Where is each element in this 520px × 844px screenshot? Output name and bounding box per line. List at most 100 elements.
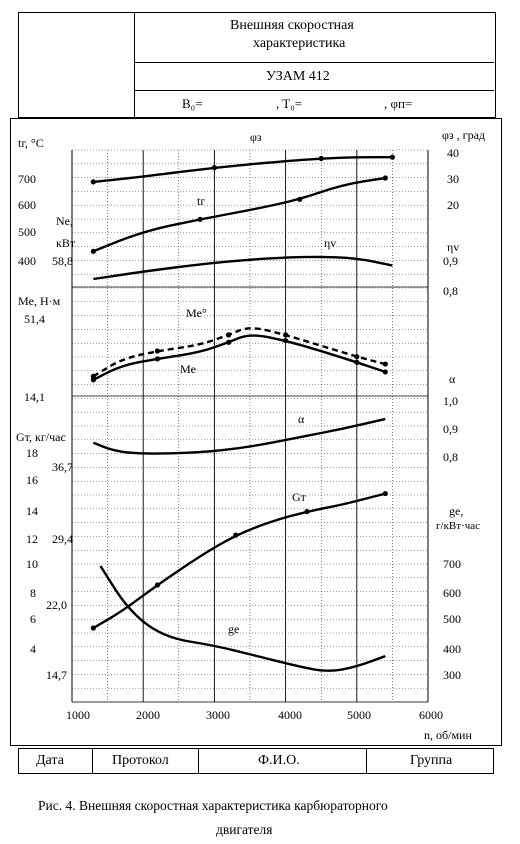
curve-me-point xyxy=(154,356,161,362)
curve-tg-point xyxy=(382,175,388,181)
footer-fio: Ф.И.О. xyxy=(258,753,300,768)
curve-me-point xyxy=(283,337,289,344)
tick-x-2000: 2000 xyxy=(136,708,160,722)
curve-tg xyxy=(92,176,386,253)
curve-me xyxy=(92,334,386,381)
tick-alpha-0-8: 0,8 xyxy=(443,450,458,464)
footer-sep-3 xyxy=(366,748,367,774)
series-label-alpha: α xyxy=(298,412,305,426)
header-model: УЗАМ 412 xyxy=(266,69,330,84)
axis-label-phi: φз , град xyxy=(442,128,486,142)
header-box xyxy=(18,12,496,118)
caption-line1: Рис. 4. Внешняя скоростная характеристик… xyxy=(38,798,388,813)
axis-label-ge-unit: г/кВт·час xyxy=(436,520,481,532)
footer-box xyxy=(18,748,494,774)
curve-alpha xyxy=(92,417,386,455)
tick-tg-400: 400 xyxy=(18,254,36,268)
tick-x-4000: 4000 xyxy=(278,708,302,722)
curve-me0-point xyxy=(382,361,388,367)
curve-gt-point xyxy=(154,582,161,588)
series-label-me0: Mе° xyxy=(186,306,207,320)
caption-line2: двигателя xyxy=(216,822,273,837)
curve-me0-point xyxy=(154,348,161,354)
tick-gt-10: 10 xyxy=(26,557,38,571)
curve-tg-point xyxy=(90,248,96,254)
axis-label-ne: Nе, xyxy=(56,214,73,228)
tick-x-1000: 1000 xyxy=(66,708,90,722)
curve-me0-point xyxy=(226,332,232,338)
tick-eta-0-8: 0,8 xyxy=(443,284,458,298)
tick-gt-12: 12 xyxy=(26,532,38,546)
curve-gt-point xyxy=(233,532,239,538)
tick-ge-400: 400 xyxy=(443,642,461,656)
chart-grid xyxy=(71,149,429,703)
series-label-me: Mе xyxy=(180,362,196,376)
tick-tg-600: 600 xyxy=(18,198,36,212)
tick-gt-4: 4 xyxy=(30,642,36,656)
param-t0: , T₀= xyxy=(276,96,303,111)
axis-label-ge: gе, xyxy=(449,504,464,518)
curve-phi-point xyxy=(211,165,217,171)
header-divider-1 xyxy=(134,62,494,63)
footer-sep-1 xyxy=(92,748,93,774)
curve-phi-point xyxy=(389,154,395,160)
curve-phi-point xyxy=(90,179,96,185)
header-divider-vertical xyxy=(134,12,135,117)
tick-phi-40: 40 xyxy=(447,146,459,160)
param-b0: B₀= xyxy=(182,96,203,111)
curve-me-point xyxy=(382,369,388,375)
header-divider-2 xyxy=(134,90,494,91)
tick-x-3000: 3000 xyxy=(206,708,230,722)
axis-label-ne-unit: кВт xyxy=(56,236,76,250)
tick-alpha-1-0: 1,0 xyxy=(443,394,458,408)
series-label-tg: tг xyxy=(197,194,206,208)
tick-me-14-1: 14,1 xyxy=(24,390,45,404)
tick-ne2-29-4: 29,4 xyxy=(52,532,73,546)
tick-gt-8: 8 xyxy=(30,586,36,600)
curve-me-point xyxy=(354,359,360,365)
curve-phi xyxy=(93,156,393,184)
tick-ge-300: 300 xyxy=(443,668,461,682)
param-phi: , φп= xyxy=(384,96,413,111)
axis-label-x: n, об/мин xyxy=(424,728,472,742)
tick-ne2-22-0: 22,0 xyxy=(46,598,67,612)
curve-phi-point xyxy=(318,155,324,162)
tick-gt-18: 18 xyxy=(26,446,38,460)
series-label-gt: Gт xyxy=(292,490,306,504)
series-label-ge: gе xyxy=(228,622,240,636)
curve-me-point xyxy=(90,377,96,383)
curve-me0-point xyxy=(283,332,289,338)
tick-gt-16: 16 xyxy=(26,473,38,487)
tick-ne2-36-7: 36,7 xyxy=(52,460,73,474)
axis-label-eta: ηv xyxy=(447,240,460,254)
curve-ge xyxy=(99,565,386,672)
tick-gt-6: 6 xyxy=(30,612,36,626)
curve-tg-point xyxy=(197,216,203,222)
tick-phi-30: 30 xyxy=(447,172,459,186)
curve-gt-point xyxy=(90,625,96,631)
curve-gt xyxy=(92,492,386,630)
chart-frame xyxy=(10,118,502,746)
footer-group: Группа xyxy=(410,753,453,768)
footer-protocol: Протокол xyxy=(112,753,169,768)
axis-label-me: Mе, Н·м xyxy=(18,294,61,308)
tick-tg-700: 700 xyxy=(18,172,36,186)
axis-label-tg: tг, °C xyxy=(18,136,44,150)
curve-gt-point xyxy=(304,508,310,515)
curve-me-point xyxy=(226,339,232,345)
tick-ne2-14-7: 14,7 xyxy=(46,668,67,682)
curve-me0 xyxy=(92,327,386,378)
header-title-line2: характеристика xyxy=(253,36,346,51)
curve-gt-point xyxy=(382,490,388,497)
tick-ge-600: 600 xyxy=(443,586,461,600)
series-label-phi: φз xyxy=(250,130,262,144)
curve-tg-point xyxy=(297,196,303,202)
curve-me0-point xyxy=(354,354,360,360)
header-title-line1: Внешняя скоростная xyxy=(230,18,354,33)
tick-me-51-4: 51,4 xyxy=(24,312,45,326)
tick-ne-58-8: 58,8 xyxy=(52,254,73,268)
chart-curves xyxy=(90,154,395,672)
footer-date: Дата xyxy=(36,753,64,768)
curve-eta xyxy=(93,255,393,281)
